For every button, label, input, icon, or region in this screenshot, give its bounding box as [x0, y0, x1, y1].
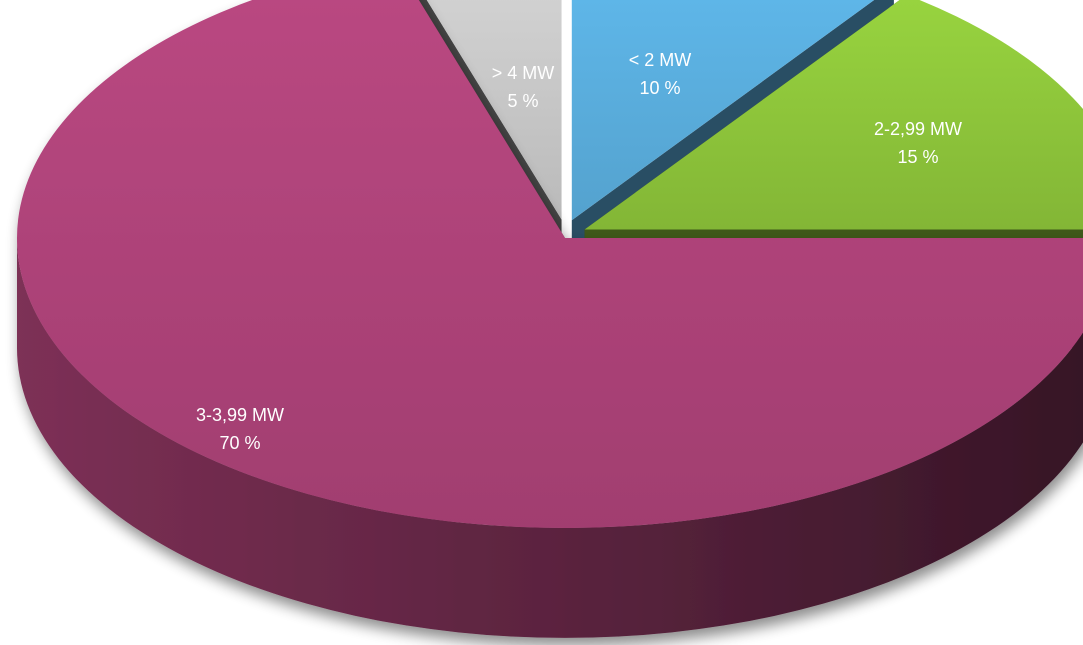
pie-slice	[17, 0, 1083, 638]
slice-label: < 2 MW	[629, 50, 692, 70]
slice-label: > 4 MW	[492, 63, 555, 83]
slice-value-label: 15 %	[897, 147, 938, 167]
slice-value-label: 70 %	[219, 433, 260, 453]
slice-label: 2-2,99 MW	[874, 119, 962, 139]
slice-label: 3-3,99 MW	[196, 405, 284, 425]
slice-value-label: 10 %	[639, 78, 680, 98]
slice-value-label: 5 %	[507, 91, 538, 111]
